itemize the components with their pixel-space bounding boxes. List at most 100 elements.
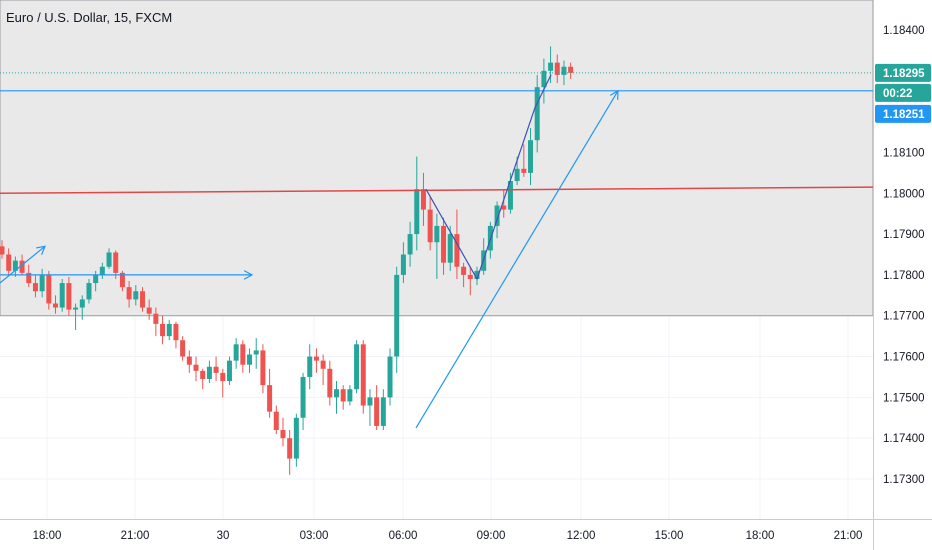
candle-bear [521,168,527,173]
y-tick-label: 1.18000 [883,188,925,200]
countdown-tag-bg [875,83,931,102]
countdown-tag: 00:22 [883,88,912,100]
candle-bear [53,303,59,308]
candle-bull [514,168,520,182]
y-tick-label: 1.17400 [883,433,925,445]
candle-bull [293,417,299,459]
candle-bull [414,189,420,235]
candle-bull [12,260,18,271]
candle-bear [32,283,38,292]
zigzag-line [425,74,552,281]
candle-bull [86,283,92,300]
x-tick-label: 06:00 [389,530,418,542]
candle-bull [99,266,105,275]
x-tick-label: 03:00 [300,530,329,542]
candle-bull [206,366,212,379]
candle-bear [66,283,72,310]
candle-bull [73,307,79,310]
candle-bear [461,266,467,275]
y-tick-label: 1.17800 [883,270,925,282]
candle-bear [126,287,132,300]
candle-bear [200,370,206,379]
candle-bull [106,252,112,267]
y-tick-label: 1.17700 [883,311,925,323]
candle-bull [334,389,339,398]
symbol-title[interactable]: Euro / U.S. Dollar, 15, FXCM [6,10,173,25]
candle-bull [447,234,453,263]
candle-bull [166,323,172,337]
candle-bear [153,313,159,324]
short-arrow-head [36,245,46,255]
candle-bear [139,291,145,308]
candle-bear [119,272,125,288]
candle-bear [420,189,426,210]
resistance-trendline [0,186,874,195]
candle-bull [394,274,400,357]
candle-bull [133,291,139,300]
last-price-tag-bg [875,63,931,82]
x-tick-label: 15:00 [655,530,684,542]
candle-bear [113,252,119,273]
candle-bull [247,354,253,365]
drawings[interactable] [0,72,874,429]
candle-bear [267,385,273,412]
candle-bear [260,350,266,386]
candle-bear [360,344,366,406]
candle-bear [0,246,5,255]
candle-bull [561,66,567,75]
candle-bear [146,307,152,314]
candle-bear [340,389,346,402]
candle-bear [180,340,186,357]
y-tick-label: 1.18400 [883,25,925,37]
candle-bull [93,274,99,284]
candle-bull [474,270,480,279]
candle-bull [367,397,373,406]
candle-bull [253,350,259,355]
y-tick-label: 1.18100 [883,147,925,159]
candle-bear [568,66,574,73]
candle-bull [528,140,534,173]
candle-bull [380,397,386,426]
line-price-tag-bg [875,104,931,123]
candle-bear [427,209,433,243]
candle-bull [300,376,306,418]
uptrend-arrow-head [609,89,619,100]
candle-bear [46,274,52,304]
short-arrow [0,245,46,284]
candle-bull [59,283,65,308]
candle-bear [160,323,166,337]
candle-bear [173,323,179,341]
candle-bull [226,360,232,382]
line-price-tag: 1.18251 [883,109,925,121]
x-tick-label: 21:00 [121,530,150,542]
candle-bear [19,260,25,273]
candle-bull [233,344,239,361]
candle-bear [193,364,199,371]
y-tick-label: 1.17900 [883,229,925,241]
candle-bear [320,360,326,369]
candle-bull [39,274,45,292]
candle-bull [307,356,313,377]
candle-bear [26,272,32,284]
candle-bear [280,430,286,439]
candle-bear [374,397,380,426]
x-tick-label: 21:00 [834,530,863,542]
x-tick-label: 18:00 [746,530,775,542]
candle-bull [548,62,554,71]
candle-bear [554,62,560,75]
candle-bull [347,389,353,402]
candle-bull [507,181,513,210]
candle-bear [327,368,333,398]
candle-bear [273,411,279,431]
candle-bull [407,234,413,255]
candle-bull [534,87,540,141]
candle-bull [434,225,440,243]
candle-bear [240,344,246,365]
candle-bull [541,70,547,88]
candle-bear [213,366,219,373]
candle-bull [79,299,85,308]
candle-bear [454,234,460,267]
